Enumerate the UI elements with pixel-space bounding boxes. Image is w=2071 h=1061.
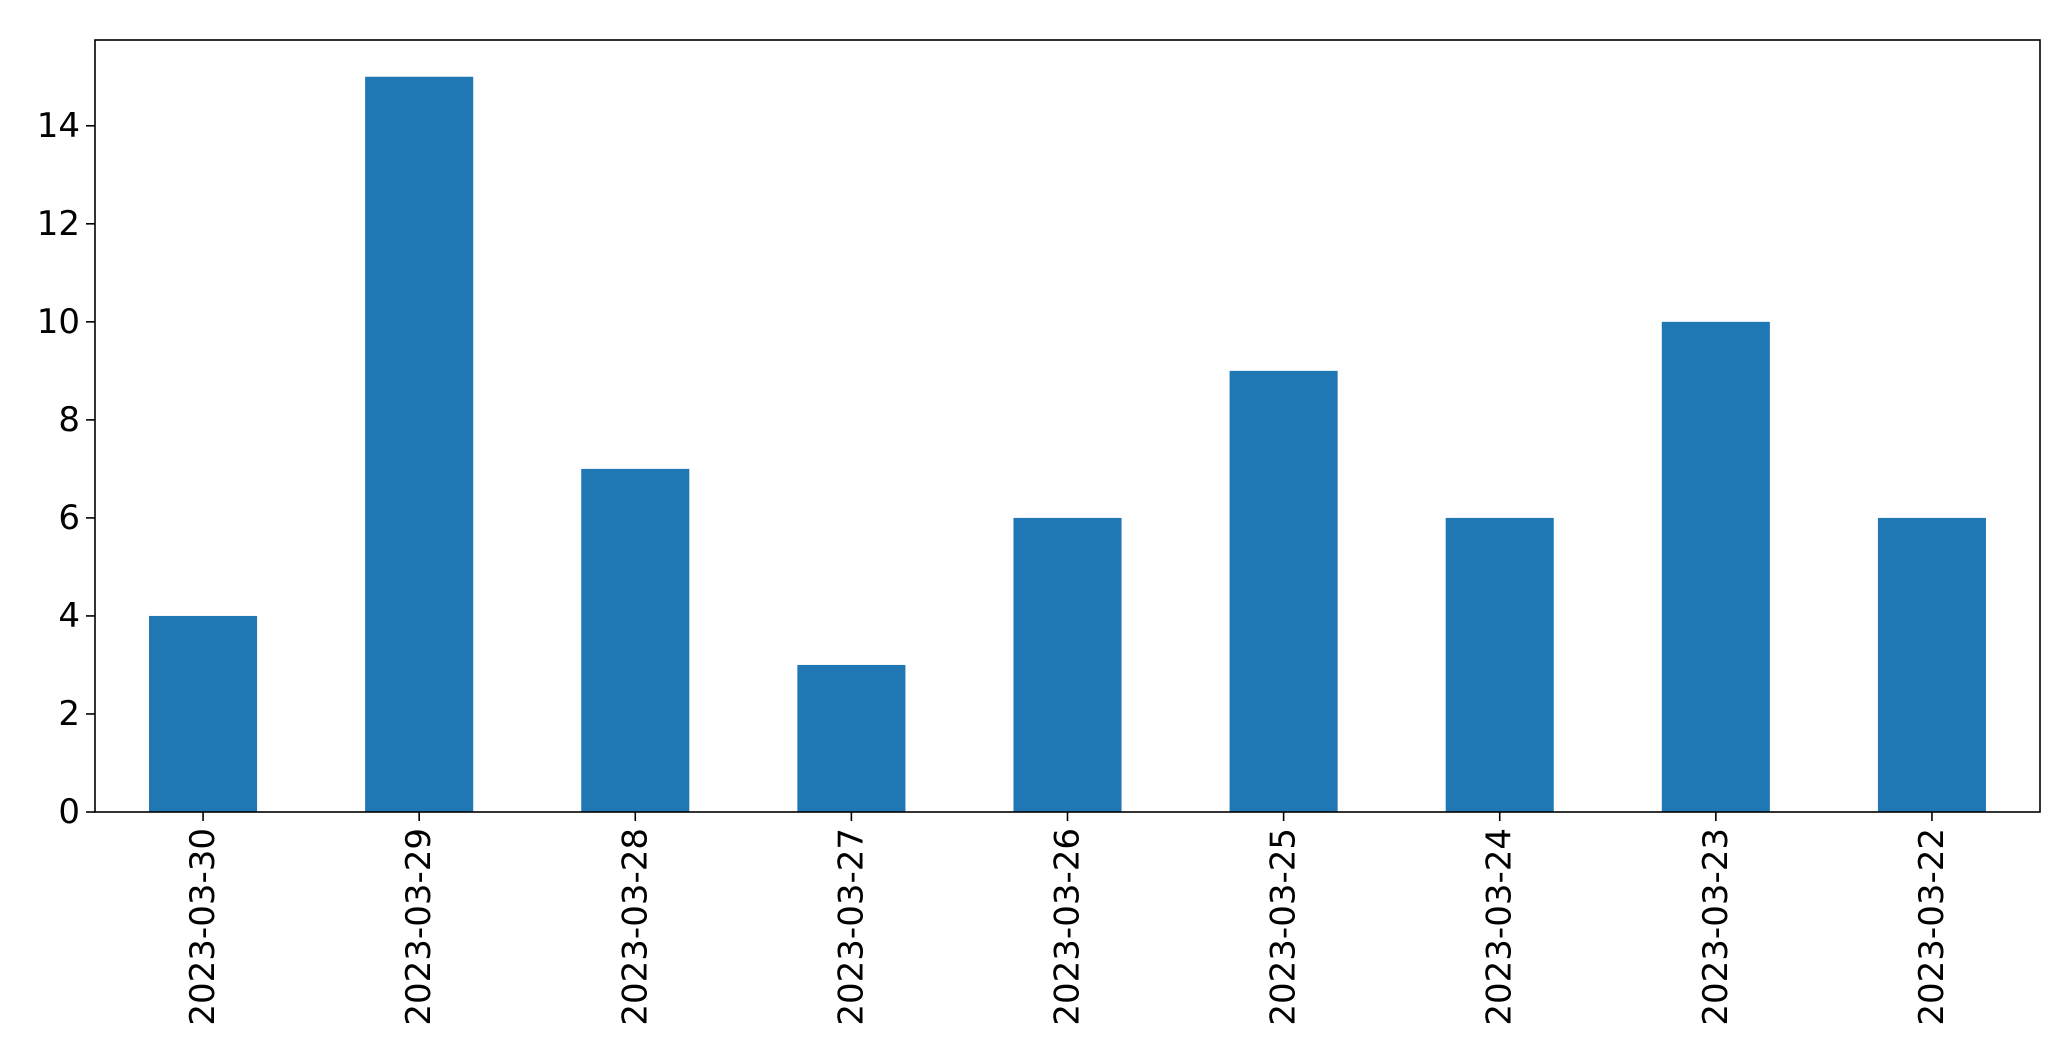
bar-2023-03-30 xyxy=(149,615,258,812)
plot-frame xyxy=(94,39,2041,813)
bars-group xyxy=(149,76,1986,812)
bar-2023-03-27 xyxy=(797,664,906,812)
y-tick-label: 0 xyxy=(58,792,80,832)
y-tick-label: 4 xyxy=(58,596,80,636)
y-tick-label: 2 xyxy=(58,694,80,734)
bar-2023-03-26 xyxy=(1013,517,1122,812)
y-tick-label: 8 xyxy=(58,400,80,440)
x-tick-label: 2023-03-23 xyxy=(1696,828,1736,1026)
bar-2023-03-28 xyxy=(581,468,690,812)
x-tick-label: 2023-03-25 xyxy=(1264,828,1304,1026)
bar-2023-03-23 xyxy=(1661,321,1770,812)
y-tick-label: 14 xyxy=(37,106,80,146)
bar-2023-03-25 xyxy=(1229,370,1338,812)
x-tick-label: 2023-03-22 xyxy=(1912,828,1952,1026)
y-axis: 0 2 4 6 8 10 12 14 xyxy=(37,106,95,832)
bar-2023-03-24 xyxy=(1445,517,1554,812)
x-tick-label: 2023-03-29 xyxy=(399,828,439,1026)
x-axis: 2023-03-30 2023-03-29 2023-03-28 2023-03-27… xyxy=(183,812,1952,1026)
bar-2023-03-22 xyxy=(1877,517,1986,812)
x-tick-label: 2023-03-27 xyxy=(831,828,871,1026)
bar-2023-03-29 xyxy=(365,76,474,812)
x-tick-label: 2023-03-30 xyxy=(183,828,223,1026)
x-tick-label: 2023-03-28 xyxy=(615,828,655,1026)
x-tick-label: 2023-03-24 xyxy=(1480,828,1520,1026)
y-tick-label: 10 xyxy=(37,302,80,342)
y-tick-label: 6 xyxy=(58,498,80,538)
x-tick-label: 2023-03-26 xyxy=(1048,828,1088,1026)
y-tick-label: 12 xyxy=(37,204,80,244)
